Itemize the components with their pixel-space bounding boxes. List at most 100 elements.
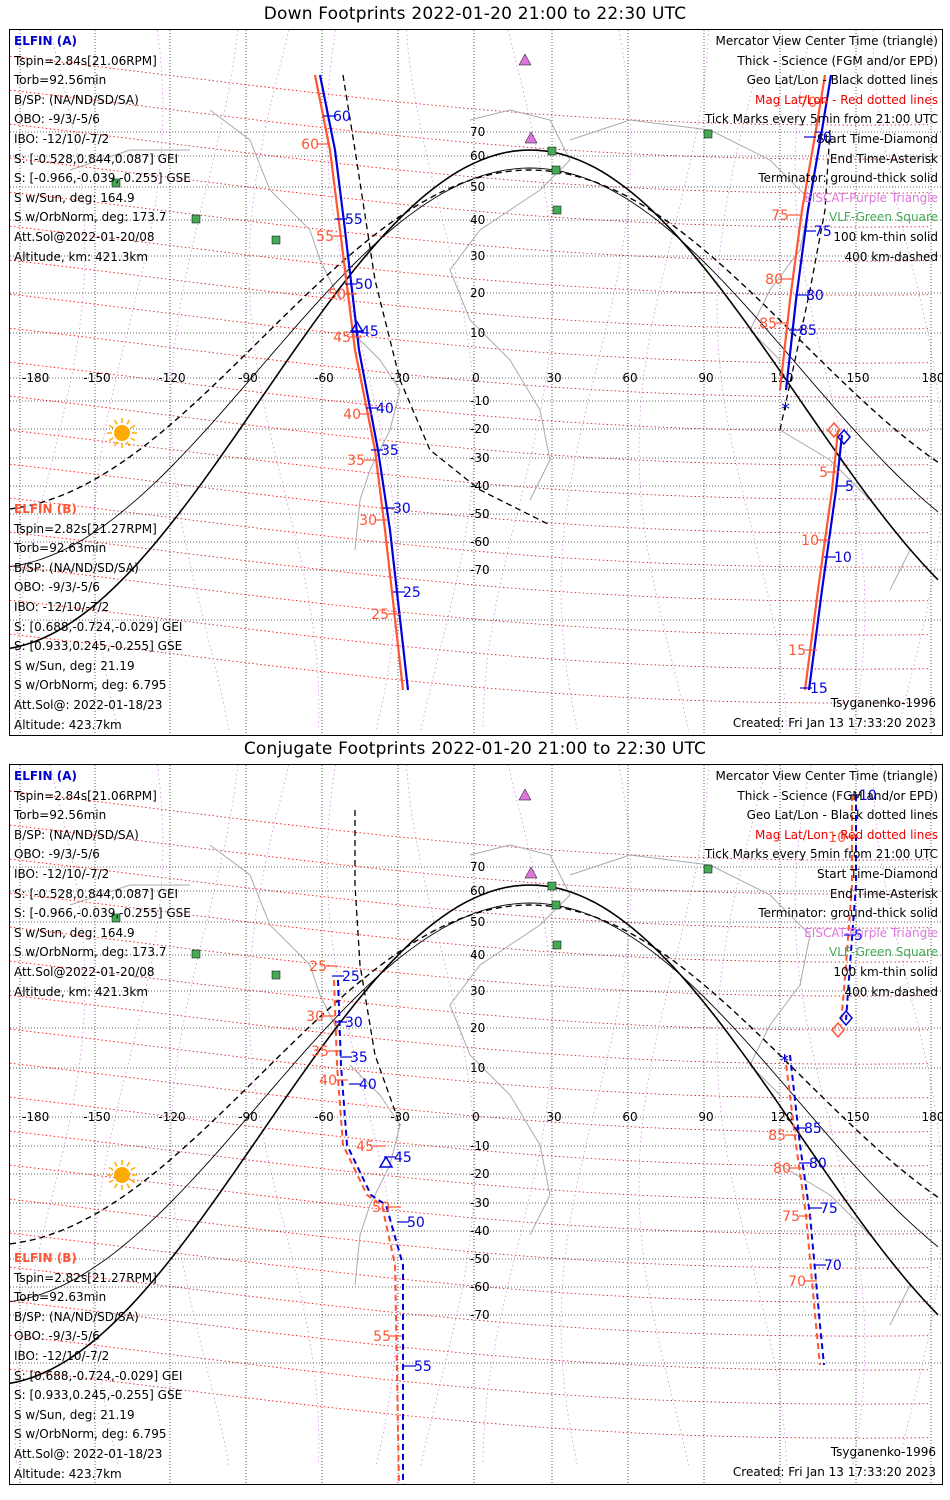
elfin-b-tick-label: 85: [768, 1128, 786, 1144]
vlf-square-icon: [551, 165, 561, 175]
elfin-a-tick-label: 5: [854, 928, 863, 944]
latitude-tick-label: -10: [470, 394, 490, 408]
elfin-a-tick-label: 10: [859, 788, 877, 804]
elfin-b-line: B/SP: (NA/ND/SD/SA): [14, 1309, 139, 1324]
legend-entry: End Time-Asterisk: [829, 886, 938, 901]
model-label: Tsyganenko-1996: [830, 696, 936, 710]
elfin-a-line: Tspin=2.84s[21.06RPM]: [14, 53, 157, 68]
elfin-a-tick-label: 85: [799, 323, 817, 339]
elfin-a-tick-label: 50: [407, 1215, 425, 1231]
legend-entry: 100 km-thin solid: [833, 229, 938, 244]
sun-ray: [130, 1179, 136, 1184]
created-label: Created: Fri Jan 13 17:33:20 2023: [732, 1465, 936, 1479]
elfin-b-tick-label: 80: [765, 272, 783, 288]
legend-entry: Tick Marks every 5min from 21:00 UTC: [704, 112, 938, 127]
elfin-b-tick-label: 55: [316, 229, 334, 245]
elfin-a-tick-label: 40: [359, 1077, 377, 1093]
elfin-b-tick-label: 5: [819, 465, 828, 481]
center-time-triangle-icon: [349, 320, 365, 333]
elfin-b-line: B/SP: (NA/ND/SD/SA): [14, 560, 139, 575]
longitude-tick-label: 60: [622, 371, 637, 385]
elfin-a-line: S: [-0.528,0.844,0.087] GEI: [14, 151, 179, 166]
latitude-tick-label: -40: [470, 1224, 490, 1238]
elfin-a-track: [789, 1054, 825, 1366]
legend-entry: Mag Lat/Lon - Red dotted lines: [754, 92, 938, 107]
end-asterisk-icon: *: [780, 1051, 789, 1072]
mag-longitude-line: [482, 765, 554, 1466]
latitude-tick-label: -10: [470, 1139, 490, 1153]
mag-longitude-line: [716, 30, 788, 731]
longitude-tick-label: -90: [238, 1110, 258, 1124]
end-asterisk-icon: *: [781, 399, 790, 420]
elfin-a-tick-label: 25: [403, 585, 421, 601]
elfin-a-tick-label: 30: [393, 501, 411, 517]
elfin-b-tick-label: 60: [301, 137, 319, 153]
elfin-a-tick-label: 40: [376, 401, 394, 417]
vlf-square-icon: [547, 146, 557, 156]
elfin-b-tick-label: 85: [759, 316, 777, 332]
vlf-square-icon: [271, 235, 281, 245]
mag-longitude-line: [872, 30, 942, 731]
legend-entry: Thick - Science (FGM and/or EPD): [737, 788, 938, 803]
vlf-square-icon: [111, 178, 121, 188]
elfin-a-track: [318, 74, 410, 691]
latitude-tick-label: 20: [470, 1021, 485, 1035]
elfin-b-tick-label: 55: [373, 1329, 391, 1345]
elfin-b-tick-label: 70: [799, 95, 817, 111]
center-time-triangle-icon: [378, 1155, 394, 1168]
sun-ray: [108, 424, 114, 429]
legend-entry: Terminator: ground-thick solid: [758, 906, 938, 921]
longitude-tick-label: 30: [546, 1110, 561, 1124]
mag-longitude-line: [92, 765, 164, 1466]
coastline: [209, 109, 341, 301]
latitude-tick-label: -30: [470, 1196, 490, 1210]
elfin-b-tick-label: 75: [771, 208, 789, 224]
legend-entry: 400 km-dashed: [844, 984, 938, 999]
elfin-b-line: S w/Sun, deg: 21.19: [14, 1407, 135, 1422]
elfin-b-line: S: [0.933,0.245,-0.255] GSE: [14, 639, 183, 654]
longitude-tick-label: 180: [922, 371, 942, 385]
elfin-a-tick-label: 80: [809, 1156, 827, 1172]
elfin-b-tick-label: 40: [343, 407, 361, 423]
elfin-a-tick-label: 50: [355, 277, 373, 293]
coastline: [69, 149, 190, 171]
mag-longitude-line: [794, 30, 866, 731]
sun-icon: [114, 1167, 130, 1183]
elfin-b-line: Torb=92.63min: [14, 541, 107, 556]
latitude-tick-label: 30: [470, 984, 485, 998]
sun-ray: [113, 419, 118, 425]
latitude-tick-label: 70: [470, 860, 485, 874]
start-diamond-icon: [827, 421, 841, 439]
legend-entry: Geo Lat/Lon - Black dotted lines: [746, 808, 938, 823]
vlf-square-icon: [191, 949, 201, 959]
elfin-a-name: ELFIN (A): [14, 34, 77, 48]
elfin-b-name: ELFIN (B): [14, 502, 77, 516]
sun-ray: [126, 419, 131, 425]
elfin-a-line: Torb=92.56min: [14, 808, 107, 823]
sun-ray: [108, 437, 114, 442]
longitude-tick-label: 120: [771, 1110, 794, 1124]
elfin-b-line: Tspin=2.82s[21.27RPM]: [14, 1270, 157, 1285]
elfin-b-tick-label: 30: [306, 1009, 324, 1025]
elfin-a-tick-label: 45: [394, 1150, 412, 1166]
longitude-tick-label: -30: [390, 1110, 410, 1124]
elfin-a-line: IBO: -12/10/-7/2: [14, 131, 110, 146]
coastline: [69, 884, 190, 906]
mag-longitude-line: [482, 30, 554, 731]
mag-longitude-line: [638, 30, 709, 731]
latitude-tick-label: 50: [470, 180, 485, 194]
start-diamond-icon: [839, 1009, 853, 1027]
legend-entry: Mercator View Center Time (triangle): [715, 34, 938, 48]
elfin-a-tick-label: 35: [350, 1050, 368, 1066]
latitude-tick-label: 20: [470, 286, 485, 300]
created-label: Created: Fri Jan 13 17:33:20 2023: [732, 716, 936, 730]
elfin-a-track: [337, 979, 404, 1484]
longitude-tick-label: -150: [83, 1110, 110, 1124]
mag-longitude-line: [716, 765, 788, 1466]
mag-longitude-line: [872, 765, 942, 1466]
latitude-tick-label: -50: [470, 507, 490, 521]
sun-icon: [114, 425, 130, 441]
elfin-b-line: S w/OrbNorm, deg: 6.795: [14, 678, 167, 693]
latitude-tick-label: -20: [470, 1167, 490, 1181]
mag-longitude-line: [406, 765, 476, 1466]
